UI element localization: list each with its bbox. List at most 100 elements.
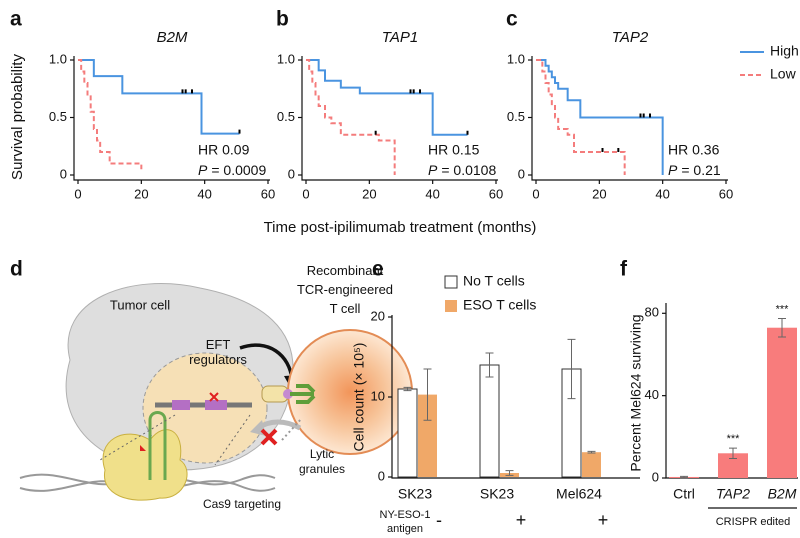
- label-line: Recombinant: [307, 263, 384, 278]
- p-value: P = 0.21: [668, 162, 721, 178]
- error-bar: [485, 352, 494, 378]
- significance: ***: [727, 433, 741, 445]
- diagram-label: Tumor cell: [110, 297, 170, 312]
- x-tick-label: 40: [425, 186, 439, 201]
- p-symbol: P: [428, 162, 438, 178]
- y-tick-label: 1.0: [49, 51, 67, 66]
- bar: [397, 388, 418, 478]
- x-tick-label: 20: [592, 186, 606, 201]
- legend-label: ESO T cells: [463, 297, 536, 313]
- cut-mark: [209, 392, 219, 402]
- x-tick-label: 20: [134, 186, 148, 201]
- p-symbol: P: [668, 162, 678, 178]
- chart-title: B2M: [157, 29, 188, 46]
- y-tick-label: 40: [645, 387, 659, 402]
- y-tick-label: 10: [371, 388, 385, 403]
- hazard-ratio: HR 0.09: [198, 142, 250, 158]
- tcr: [290, 384, 316, 404]
- x-tick-label: 40: [197, 186, 211, 201]
- panel-label: a: [10, 8, 22, 31]
- p-text: = 0.0009: [211, 162, 266, 178]
- exon: [172, 400, 190, 410]
- legend-label: No T cells: [463, 273, 525, 289]
- x-tick-label: 0: [532, 186, 539, 201]
- survival-curve: [306, 59, 396, 175]
- label-line: T cell: [330, 301, 361, 316]
- hazard-ratio: HR 0.36: [668, 142, 720, 158]
- panel-label: f: [620, 258, 628, 281]
- y-tick-label: 1.0: [277, 51, 295, 66]
- x-axis-label: Time post-ipilimumab treatment (months): [264, 219, 537, 236]
- panel-label: d: [10, 258, 23, 281]
- x-tick-label: 60: [719, 186, 733, 201]
- y-tick-label: 0: [518, 166, 525, 181]
- survival-curve: [536, 59, 626, 175]
- legend-label: High: [770, 43, 799, 59]
- error-bar: [680, 475, 688, 479]
- error-bar: [505, 470, 514, 476]
- exon: [205, 400, 227, 410]
- zoom-line: [99, 414, 251, 466]
- label-line: NY-ESO-1: [380, 509, 431, 521]
- label-line: granules: [299, 462, 345, 476]
- group-label: CRISPR edited: [716, 516, 791, 528]
- label-line: antigen: [387, 523, 423, 535]
- survival-curve: [78, 59, 143, 170]
- antigen-sign: +: [598, 510, 609, 530]
- y-axis-label: Percent Mel624 surviving: [628, 314, 644, 471]
- label-line: TCR-engineered: [297, 282, 393, 297]
- error-bar: [587, 450, 596, 454]
- y-tick-label: 80: [645, 305, 659, 320]
- legend-swatch: [444, 275, 458, 289]
- bar: [582, 452, 601, 477]
- p-symbol: P: [198, 162, 208, 178]
- chart-title: TAP1: [382, 29, 418, 46]
- x-tick-label: 0: [74, 186, 81, 201]
- p-value: P = 0.0108: [428, 162, 496, 178]
- y-tick-label: 1.0: [507, 51, 525, 66]
- bar: [418, 394, 437, 477]
- chart-title: TAP2: [612, 29, 649, 46]
- y-tick-label: 0: [60, 166, 67, 181]
- y-tick-label: 0: [378, 468, 385, 483]
- bar: [479, 364, 500, 478]
- x-tick-label: 60: [261, 186, 275, 201]
- y-tick-label: 0.5: [507, 109, 525, 124]
- antigen-label: NY-ESO-1 antigen: [380, 509, 431, 535]
- block-mark: [260, 428, 278, 446]
- error-bar: [778, 317, 786, 338]
- y-tick-label: 0: [652, 469, 659, 484]
- p-text: = 0.21: [681, 162, 721, 178]
- guide-rna: [148, 411, 167, 480]
- x-tick-label: 20: [362, 186, 376, 201]
- y-tick-label: 0: [288, 166, 295, 181]
- x-tick-label: SK23: [480, 486, 514, 502]
- hazard-ratio: HR 0.15: [428, 142, 480, 158]
- survival-curve: [78, 59, 240, 135]
- cut-site: [140, 445, 146, 451]
- y-axis-label: Cell count (× 10⁵): [351, 343, 367, 452]
- diagram-label: Cas9 targeting: [203, 497, 281, 511]
- x-tick-label: TAP2: [716, 486, 750, 502]
- x-tick-label: SK23: [398, 486, 432, 502]
- error-bar: [403, 386, 412, 392]
- antigen-sign: -: [436, 510, 442, 530]
- panel-label: c: [506, 8, 518, 31]
- error-bar: [423, 368, 432, 421]
- y-tick-label: 0.5: [49, 109, 67, 124]
- label-line: Lytic: [310, 447, 334, 461]
- x-tick-label: Ctrl: [673, 486, 695, 502]
- y-tick-label: 0.5: [277, 109, 295, 124]
- diagram-label: EFT regulators: [189, 337, 247, 367]
- significance: ***: [776, 303, 790, 315]
- label-line: regulators: [189, 352, 247, 367]
- p-text: = 0.0108: [441, 162, 496, 178]
- panel-label: b: [276, 8, 289, 31]
- bar: [767, 327, 797, 478]
- y-tick-label: 20: [371, 308, 385, 323]
- survival-curve: [306, 59, 468, 136]
- p-value: P = 0.0009: [198, 162, 266, 178]
- cas9: [102, 429, 188, 501]
